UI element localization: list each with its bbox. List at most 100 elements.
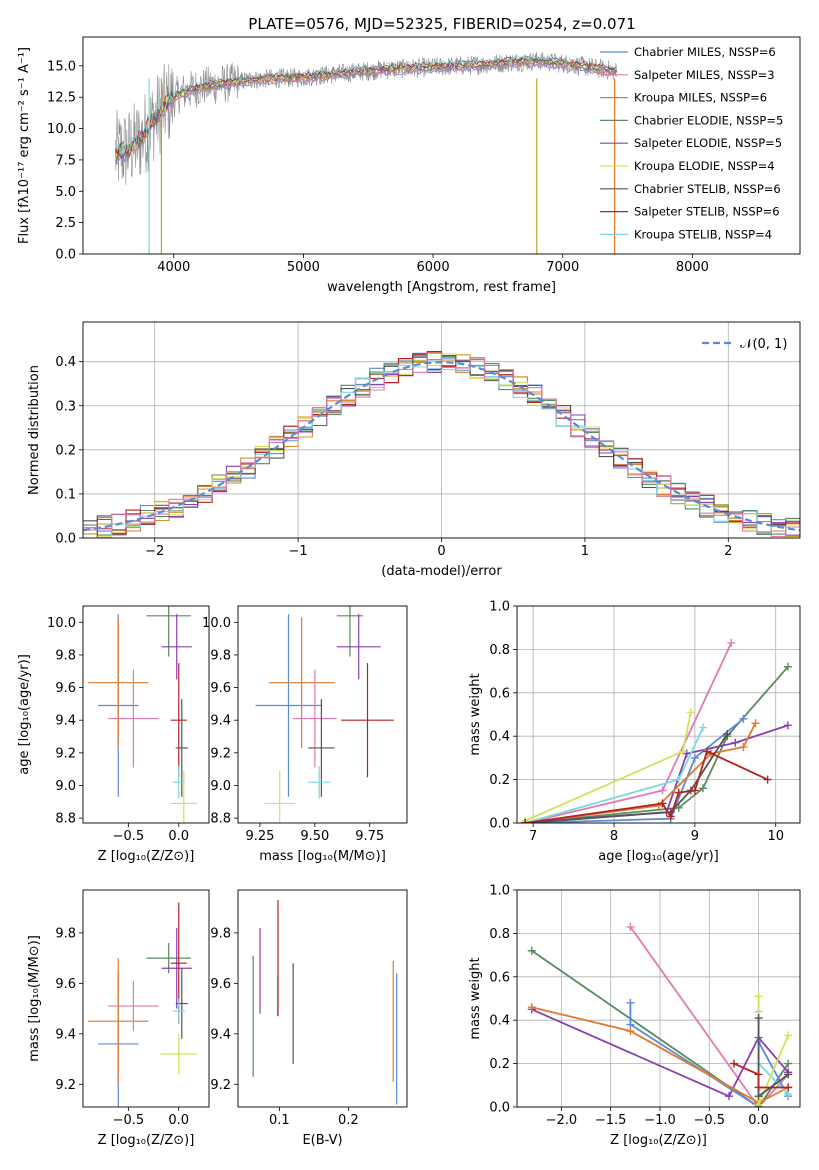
legend-label: Kroupa STELIB, NSSP=4 xyxy=(634,227,772,241)
model-spectrum-line xyxy=(115,56,617,156)
y-tick-label: 8.8 xyxy=(210,812,231,827)
y-tick-label: 0.6 xyxy=(489,686,510,701)
weight-series-line xyxy=(733,1062,789,1089)
x-tick-label: 0.0 xyxy=(748,1113,769,1128)
weight-series-line xyxy=(525,718,744,823)
y-tick-label: 9.2 xyxy=(55,1078,76,1093)
x-tick-label: 0.1 xyxy=(269,1113,290,1128)
legend-label: Kroupa ELODIE, NSSP=4 xyxy=(634,159,775,173)
spectrum-lines xyxy=(115,51,618,254)
y-tick-label: 10.0 xyxy=(202,616,231,631)
model-spectrum-line xyxy=(115,59,617,161)
mass-weight-vs-metallicity-panel: −2.0 −1.5 −1.0 −0.5 0.0 0.0 0.2 0.4 0.6 0.8 1.0 Z [… xyxy=(468,884,801,1148)
y-tick-label: 9.2 xyxy=(210,1078,231,1093)
normal-curve xyxy=(83,360,800,532)
y-tick-label: 9.4 xyxy=(210,1027,231,1042)
weight-point-marker xyxy=(754,1070,763,1079)
weight-point-marker xyxy=(626,922,635,931)
residual-histogram-panel: −2 −1 0 1 2 0.0 0.1 0.2 0.3 0.4 (data-model)/error… xyxy=(27,321,801,579)
weight-point-marker xyxy=(690,753,699,762)
errorbars xyxy=(255,606,394,823)
weight-point-marker xyxy=(626,998,635,1007)
x-tick-label: 6000 xyxy=(417,260,450,275)
x-tick-label: 0.0 xyxy=(168,829,189,844)
weight-point-marker xyxy=(690,786,699,795)
x-axis-label: Z [log₁₀(Z/Z⊙)] xyxy=(98,1133,195,1148)
x-axis-label: E(B-V) xyxy=(302,1133,342,1148)
age-vs-mass-panel: 9.25 9.50 9.75 8.8 9.0 9.2 9.4 9.6 9.8 10.0 mass [… xyxy=(202,605,408,864)
weight-point-marker xyxy=(527,1003,536,1012)
weight-point-marker xyxy=(751,719,760,728)
x-tick-label: 9 xyxy=(691,829,699,844)
legend-label: Chabrier ELODIE, NSSP=5 xyxy=(634,113,783,127)
weight-point-marker xyxy=(731,738,740,747)
y-tick-label: 0.0 xyxy=(55,248,76,263)
y-tick-label: 0.3 xyxy=(55,399,76,414)
weight-point-marker xyxy=(698,784,707,793)
weight-point-marker xyxy=(783,721,792,730)
y-tick-label: 0.4 xyxy=(489,730,510,745)
legend-label: Salpeter ELODIE, NSSP=5 xyxy=(634,136,782,150)
weight-point-marker xyxy=(658,786,667,795)
y-axis-label: Normed distribution xyxy=(27,365,42,495)
y-tick-label: 9.2 xyxy=(55,746,76,761)
weight-point-marker xyxy=(666,812,675,821)
figure-title: PLATE=0576, MJD=52325, FIBERID=0254, z=0… xyxy=(248,15,635,33)
x-tick-label: 0.2 xyxy=(338,1113,359,1128)
x-axis-label: (data-model)/error xyxy=(381,564,502,579)
weight-point-marker xyxy=(784,1083,793,1092)
y-tick-label: 0.0 xyxy=(489,817,510,832)
weight-point-marker xyxy=(784,1031,793,1040)
weight-point-marker xyxy=(784,1059,793,1068)
y-axis-label: Flux [fλ10⁻¹⁷ erg cm⁻² s⁻¹ A⁻¹] xyxy=(17,47,32,244)
model-spectrum-line xyxy=(115,62,617,166)
errorbars xyxy=(252,900,398,1105)
mass-vs-metallicity-panel: −0.5 0.0 9.2 9.4 9.6 9.8 Z [log₁₀(Z/Z⊙)] mass [… xyxy=(27,889,210,1148)
y-axis-label: mass weight xyxy=(468,957,483,1039)
legend-label: Kroupa MILES, NSSP=6 xyxy=(634,91,767,105)
weight-series-line xyxy=(525,724,789,823)
x-tick-label: 10 xyxy=(767,829,784,844)
weight-lines xyxy=(521,638,792,823)
x-tick-label: 1 xyxy=(581,544,589,559)
weight-point-marker xyxy=(754,1100,763,1107)
y-tick-label: 9.6 xyxy=(55,681,76,696)
y-tick-label: 9.4 xyxy=(55,1027,76,1042)
x-tick-label: −2.0 xyxy=(546,1113,578,1128)
x-tick-label: −0.5 xyxy=(693,1113,725,1128)
y-tick-label: 1.0 xyxy=(489,884,510,899)
y-tick-label: 15.0 xyxy=(47,59,76,74)
x-tick-label: 7000 xyxy=(546,260,579,275)
weight-series-line xyxy=(629,926,789,1107)
x-tick-label: 9.50 xyxy=(300,829,329,844)
histogram-series xyxy=(83,352,800,537)
weight-series-line xyxy=(525,666,789,823)
y-tick-label: 0.0 xyxy=(55,532,76,547)
weight-point-marker xyxy=(626,1027,635,1036)
x-tick-label: −1.5 xyxy=(595,1113,627,1128)
y-tick-label: 9.8 xyxy=(210,648,231,663)
x-tick-label: −1.0 xyxy=(644,1113,676,1128)
weight-point-marker xyxy=(658,799,667,808)
x-tick-label: 4000 xyxy=(157,260,190,275)
weight-point-marker xyxy=(686,708,695,717)
weight-point-marker xyxy=(754,1083,763,1092)
model-spectrum-line xyxy=(115,61,617,161)
y-tick-label: 10.0 xyxy=(47,122,76,137)
weight-point-marker xyxy=(739,714,748,723)
weight-series-line xyxy=(525,733,728,823)
weight-lines xyxy=(527,922,793,1107)
weight-point-marker xyxy=(678,747,687,756)
weight-point-marker xyxy=(654,801,663,810)
weight-point-marker xyxy=(784,1070,793,1079)
y-tick-label: 9.6 xyxy=(55,977,76,992)
weight-point-marker xyxy=(754,1014,763,1023)
legend-label: Chabrier STELIB, NSSP=6 xyxy=(634,182,781,196)
y-tick-label: 0.8 xyxy=(489,643,510,658)
weight-point-marker xyxy=(521,819,530,823)
y-tick-label: 9.8 xyxy=(210,926,231,941)
axes-frame xyxy=(82,605,210,824)
weight-point-marker xyxy=(674,803,683,812)
axes-frame xyxy=(516,605,801,824)
legend-label: 𝒩(0, 1) xyxy=(740,337,787,352)
